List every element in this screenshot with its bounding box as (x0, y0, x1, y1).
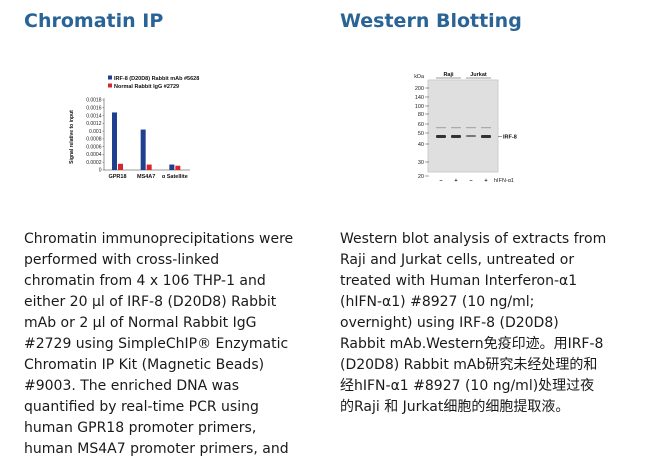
chip-description-line: mAb or 2 μl of Normal Rabbit IgG (24, 315, 257, 331)
western-description-line: Western blot analysis of extracts from (340, 231, 607, 247)
western-description-line: Rabbit mAb.Western免疫印迹。用IRF-8 (340, 336, 604, 352)
y-tick-label: 0.0016 (86, 105, 102, 111)
x-tick-label: α Satellite (162, 174, 188, 180)
x-tick-label: GPR18 (108, 174, 126, 180)
western-title: Western Blotting (340, 10, 522, 32)
legend-label: Normal Rabbit IgG #2729 (114, 84, 179, 90)
cell-line-label: Jurkat (470, 72, 487, 78)
chart-legend: IRF-8 (D20D8) Rabbit mAb #5628 Normal Rab… (108, 75, 199, 90)
mw-marker-label: 60 (418, 122, 424, 128)
western-description-line: Raji and Jurkat cells, untreated or (340, 252, 575, 268)
mw-marker-label: 100 (415, 104, 424, 110)
mw-marker-label: 140 (415, 95, 424, 101)
irf8-band (436, 135, 446, 138)
mw-marker-label: 50 (418, 131, 424, 137)
cell-line-label: Raji (443, 72, 454, 78)
bar (112, 112, 117, 170)
y-tick-label: 0.0018 (86, 98, 102, 104)
chart-x-ticks: GPR18 MS4A7 α Satellite (108, 174, 187, 180)
treatment-sign: + (454, 178, 457, 184)
western-description-line: overnight) using IRF-8 (D20D8) (340, 315, 559, 331)
western-description-line: (D20D8) Rabbit mAb研究未经处理的和 (340, 357, 598, 373)
western-description-line: 的Raji 和 Jurkat细胞的细胞提取液。 (340, 399, 570, 415)
chip-description-line: quantified by real-time PCR using (24, 399, 259, 415)
chip-chart-svg: IRF-8 (D20D8) Rabbit mAb #5628 Normal Rab… (69, 75, 199, 180)
western-description-line: (hIFN-α1) #8927 (10 ng/ml; (340, 294, 535, 310)
mw-marker-label: 30 (418, 160, 424, 166)
mw-marker-label: kDa (414, 74, 425, 80)
bar (118, 163, 123, 170)
bar (146, 164, 152, 170)
legend-swatch (108, 75, 112, 80)
blot-shade (428, 80, 498, 172)
band-label: IRF-8 (503, 135, 517, 141)
chart-bars (112, 112, 181, 170)
bar (175, 165, 181, 170)
mw-marker-label: 200 (415, 86, 424, 92)
y-tick-label: 0.0006 (86, 144, 102, 150)
bar (140, 129, 146, 170)
mw-marker-label: 80 (418, 112, 424, 118)
chip-description: Chromatin immunoprecipitations were perfo… (24, 229, 324, 460)
treatment-sign: – (469, 178, 472, 184)
y-tick-label: 0.0004 (86, 152, 102, 158)
treatment-sign: + (484, 178, 487, 184)
chip-description-line: chromatin from 4 x 106 THP-1 and (24, 273, 266, 289)
western-description-line: 经hIFN-α1 #8927 (10 ng/ml)处理过夜 (340, 378, 595, 394)
chip-description-line: #2729 using SimpleChIP® Enzymatic (24, 336, 289, 352)
y-axis-label: Signal relative to input (69, 110, 75, 164)
background-band (451, 127, 461, 129)
treatment-label: hIFN-α1 (494, 178, 514, 184)
background-band (436, 127, 446, 129)
y-tick-label: 0 (99, 168, 102, 174)
legend-swatch (108, 83, 112, 88)
legend-label: IRF-8 (D20D8) Rabbit mAb #5628 (114, 76, 199, 82)
chip-chart: IRF-8 (D20D8) Rabbit mAb #5628 Normal Rab… (60, 72, 280, 192)
x-tick-label: MS4A7 (137, 174, 155, 180)
chip-description-line: human GPR18 promoter primers, (24, 420, 257, 436)
bar (169, 164, 175, 170)
y-tick-label: 0.001 (89, 129, 102, 135)
western-description: Western blot analysis of extracts from Ra… (340, 229, 640, 418)
chip-description-line: Chromatin IP Kit (Magnetic Beads) (24, 357, 265, 373)
western-description-line: treated with Human Interferon-α1 (340, 273, 578, 289)
western-blot-svg: kDa 200 140 100 80 60 50 40 30 20 Raji Jurkat IRF-8 –… (414, 72, 517, 184)
mw-marker-label: 40 (418, 142, 424, 148)
chip-description-line: #9003. The enriched DNA was (24, 378, 240, 394)
chip-description-line: either 20 μl of IRF-8 (D20D8) Rabbit (24, 294, 277, 310)
background-band (481, 127, 491, 129)
y-tick-label: 0.0008 (86, 137, 102, 143)
irf8-band (451, 135, 461, 138)
irf8-band (466, 135, 476, 137)
y-tick-label: 0.0002 (86, 160, 102, 166)
treatment-sign: – (439, 178, 442, 184)
western-blot-image: kDa 200 140 100 80 60 50 40 30 20 Raji Jurkat IRF-8 –… (408, 70, 528, 190)
mw-marker-label: 20 (418, 174, 424, 180)
chart-axes: Signal relative to input 0 0.0002 0.0004 0.0… (69, 98, 190, 174)
background-band (466, 127, 476, 129)
y-tick-label: 0.0014 (86, 113, 102, 119)
chip-description-line: Chromatin immunoprecipitations were (24, 231, 294, 247)
chip-description-line: human MS4A7 promoter primers, and (24, 441, 289, 457)
chip-title: Chromatin IP (24, 10, 164, 32)
irf8-band (481, 135, 491, 138)
chip-description-line: performed with cross-linked (24, 252, 220, 268)
y-tick-label: 0.0012 (86, 121, 102, 127)
